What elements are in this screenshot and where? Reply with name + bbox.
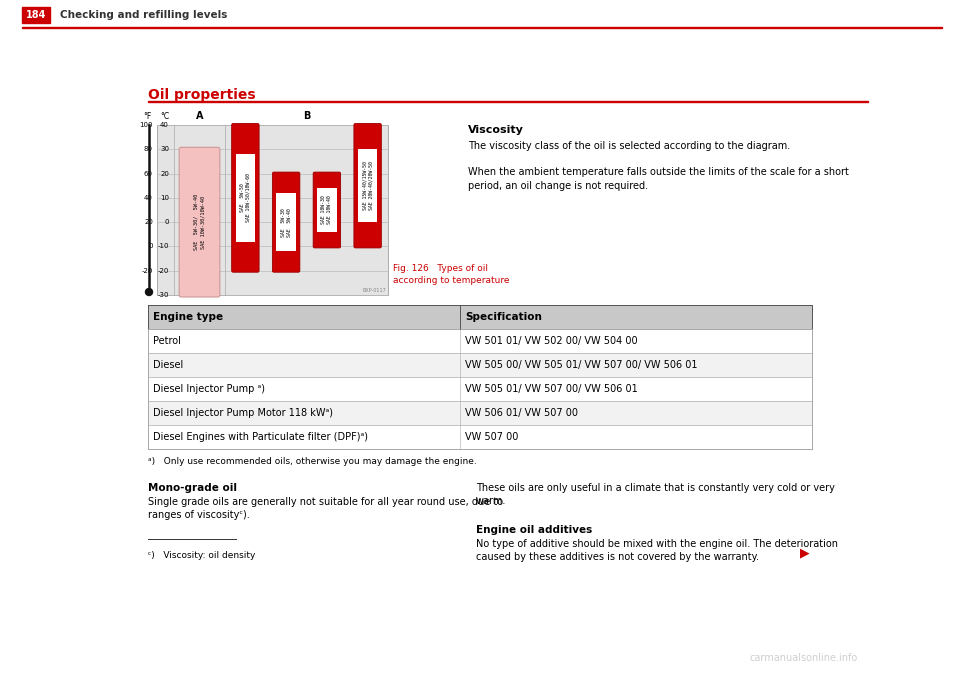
Text: Engine oil additives: Engine oil additives (476, 525, 592, 535)
FancyBboxPatch shape (180, 147, 220, 297)
Text: 80: 80 (144, 146, 153, 153)
Text: 0: 0 (149, 243, 153, 250)
Text: No type of additive should be mixed with the engine oil. The deterioration
cause: No type of additive should be mixed with… (476, 539, 838, 562)
Text: -10: -10 (157, 243, 169, 250)
Text: The viscosity class of the oil is selected according to the diagram.: The viscosity class of the oil is select… (468, 141, 790, 151)
Text: These oils are only useful in a climate that is constantly very cold or very
war: These oils are only useful in a climate … (476, 483, 835, 506)
Bar (148, 305, 812, 329)
Bar (157, 125, 388, 295)
Bar (22, 27, 942, 28)
Text: Diesel Injector Pump Motor 118 kWᵃ): Diesel Injector Pump Motor 118 kWᵃ) (153, 408, 333, 418)
Text: Checking and refilling levels: Checking and refilling levels (60, 10, 228, 20)
Text: °C: °C (160, 112, 170, 121)
Text: A: A (196, 111, 204, 121)
Bar (148, 401, 812, 425)
Text: SAE  5W-30/  5W-40
SAE 10W-30/10W-40: SAE 5W-30/ 5W-40 SAE 10W-30/10W-40 (194, 194, 205, 250)
Text: Specification: Specification (465, 312, 541, 322)
Text: 100: 100 (139, 122, 153, 128)
Text: ▶: ▶ (800, 546, 809, 559)
Text: Oil properties: Oil properties (148, 88, 255, 102)
Text: Mono-grade oil: Mono-grade oil (148, 483, 237, 493)
Text: 60: 60 (144, 171, 153, 176)
Text: VW 507 00: VW 507 00 (465, 432, 518, 442)
Text: B: B (302, 111, 310, 121)
Bar (358, 149, 377, 222)
Text: BXP-0117: BXP-0117 (362, 288, 386, 293)
Bar (148, 329, 812, 353)
Text: °F: °F (143, 112, 151, 121)
FancyBboxPatch shape (313, 172, 341, 248)
Bar (148, 377, 812, 401)
Text: Viscosity: Viscosity (468, 125, 524, 135)
Bar (148, 305, 812, 449)
Text: carmanualsonline.info: carmanualsonline.info (750, 653, 858, 663)
Circle shape (146, 289, 153, 296)
Bar (276, 193, 296, 252)
Bar (317, 188, 337, 232)
Text: VW 505 01/ VW 507 00/ VW 506 01: VW 505 01/ VW 507 00/ VW 506 01 (465, 384, 637, 394)
Text: SAE 15W-40/15W-50
SAE 20W-40/20W-50: SAE 15W-40/15W-50 SAE 20W-40/20W-50 (362, 161, 373, 210)
Text: 40: 40 (160, 122, 169, 128)
Text: 30: 30 (160, 146, 169, 153)
Text: 0: 0 (164, 219, 169, 225)
Text: Petrol: Petrol (153, 336, 180, 346)
Text: 20: 20 (160, 171, 169, 176)
Text: 40: 40 (144, 195, 153, 201)
Text: Diesel Injector Pump ᵃ): Diesel Injector Pump ᵃ) (153, 384, 265, 394)
Text: VW 505 00/ VW 505 01/ VW 507 00/ VW 506 01: VW 505 00/ VW 505 01/ VW 507 00/ VW 506 … (465, 360, 698, 370)
Text: Single grade oils are generally not suitable for all year round use, due to
rang: Single grade oils are generally not suit… (148, 497, 503, 520)
FancyBboxPatch shape (231, 123, 259, 272)
Text: ᵃ)   Only use recommended oils, otherwise you may damage the engine.: ᵃ) Only use recommended oils, otherwise … (148, 457, 477, 466)
Bar (148, 425, 812, 449)
Text: -20: -20 (157, 268, 169, 274)
Text: SAE  5W-30
SAE  5W-40: SAE 5W-30 SAE 5W-40 (280, 207, 292, 237)
Bar (235, 154, 255, 241)
Text: Engine type: Engine type (153, 312, 223, 322)
Text: 10: 10 (160, 195, 169, 201)
Text: -30: -30 (157, 292, 169, 298)
Text: VW 506 01/ VW 507 00: VW 506 01/ VW 507 00 (465, 408, 578, 418)
FancyBboxPatch shape (354, 123, 381, 248)
Text: 20: 20 (144, 219, 153, 225)
Bar (22, 7, 50, 23)
FancyBboxPatch shape (273, 172, 300, 272)
Text: SAE  5W-50
SAE 10W-50/10W-60: SAE 5W-50 SAE 10W-50/10W-60 (240, 174, 251, 222)
Text: 184: 184 (26, 10, 46, 20)
Text: -20: -20 (142, 268, 153, 274)
Text: Diesel: Diesel (153, 360, 183, 370)
Bar (148, 353, 812, 377)
Text: ᶜ)   Viscosity: oil density: ᶜ) Viscosity: oil density (148, 551, 255, 560)
Text: VW 501 01/ VW 502 00/ VW 504 00: VW 501 01/ VW 502 00/ VW 504 00 (465, 336, 637, 346)
Bar (0, 0, 960, 30)
Bar (148, 101, 868, 102)
Text: When the ambient temperature falls outside the limits of the scale for a short
p: When the ambient temperature falls outsi… (468, 167, 849, 191)
Text: Diesel Engines with Particulate filter (DPF)ᵃ): Diesel Engines with Particulate filter (… (153, 432, 368, 442)
Text: SAE 10W-30
SAE 10W-40: SAE 10W-30 SAE 10W-40 (322, 196, 332, 224)
Text: Fig. 126   Types of oil
according to temperature: Fig. 126 Types of oil according to tempe… (393, 264, 510, 285)
